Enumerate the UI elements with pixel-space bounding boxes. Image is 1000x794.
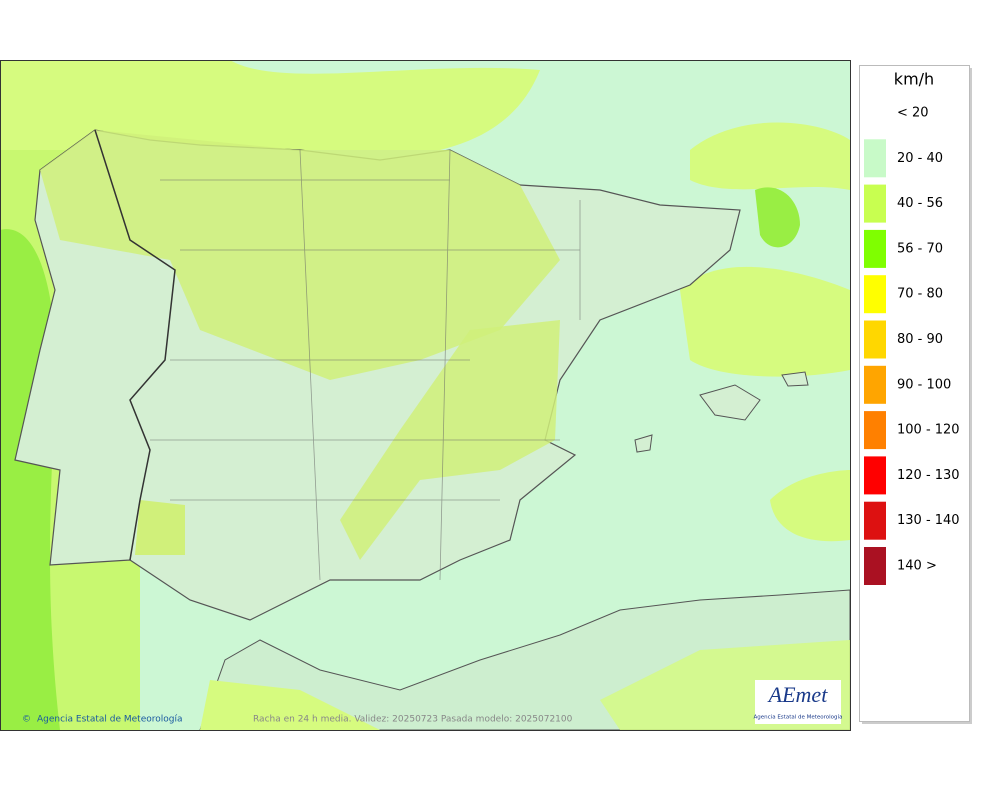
wind-zone	[200, 680, 380, 730]
legend-label: 70 - 80	[897, 287, 943, 302]
legend-label: < 20	[897, 106, 929, 121]
legend-swatch	[864, 94, 886, 132]
wind-zone	[680, 266, 850, 377]
legend-swatch	[864, 365, 886, 404]
legend-swatch	[864, 456, 886, 495]
wind-zone	[755, 187, 800, 248]
legend-swatch	[864, 139, 886, 178]
wind-zone	[40, 130, 560, 380]
legend-label: 20 - 40	[897, 151, 943, 166]
legend-title: km/h	[894, 70, 934, 89]
legend-swatch	[864, 411, 886, 450]
legend-label: 56 - 70	[897, 241, 943, 256]
logo-text: AEmet	[767, 682, 829, 707]
legend-swatch	[864, 320, 886, 359]
region-borders	[150, 149, 581, 581]
footer-credit: Agencia Estatal de Meteorología	[37, 715, 183, 725]
wind-zone	[690, 122, 850, 190]
legend-swatch	[864, 229, 886, 268]
wind-zone	[770, 470, 850, 542]
legend-label: 130 - 140	[897, 513, 960, 528]
border	[94, 129, 176, 561]
legend-items: < 20 20 - 40 40 - 56 56 - 70 70 - 80 80 - 90 9…	[864, 94, 960, 585]
legend-label: 140 >	[897, 559, 937, 574]
mallorca	[699, 384, 761, 421]
map: © Agencia Estatal de Meteorología Racha …	[0, 60, 850, 730]
legend-label: 100 - 120	[897, 423, 960, 438]
legend-label: 80 - 90	[897, 332, 943, 347]
legend-label: 40 - 56	[897, 196, 943, 211]
logo-subtitle: Agencia Estatal de Meteorología	[754, 714, 843, 721]
legend-label: 120 - 130	[897, 468, 960, 483]
legend-swatch	[864, 275, 886, 314]
ibiza	[634, 434, 653, 453]
map-frame	[0, 60, 851, 731]
footer-caption: Racha en 24 h media. Validez: 20250723 P…	[253, 715, 573, 725]
legend-swatch	[864, 547, 886, 585]
wind-zone	[0, 60, 540, 150]
legend-label: 90 - 100	[897, 377, 951, 392]
legend-swatch	[864, 184, 886, 223]
copyright-icon: ©	[22, 715, 31, 725]
wind-zone	[135, 500, 185, 555]
legend-swatch	[864, 501, 886, 540]
menorca	[781, 371, 809, 387]
logo-box	[755, 680, 841, 724]
